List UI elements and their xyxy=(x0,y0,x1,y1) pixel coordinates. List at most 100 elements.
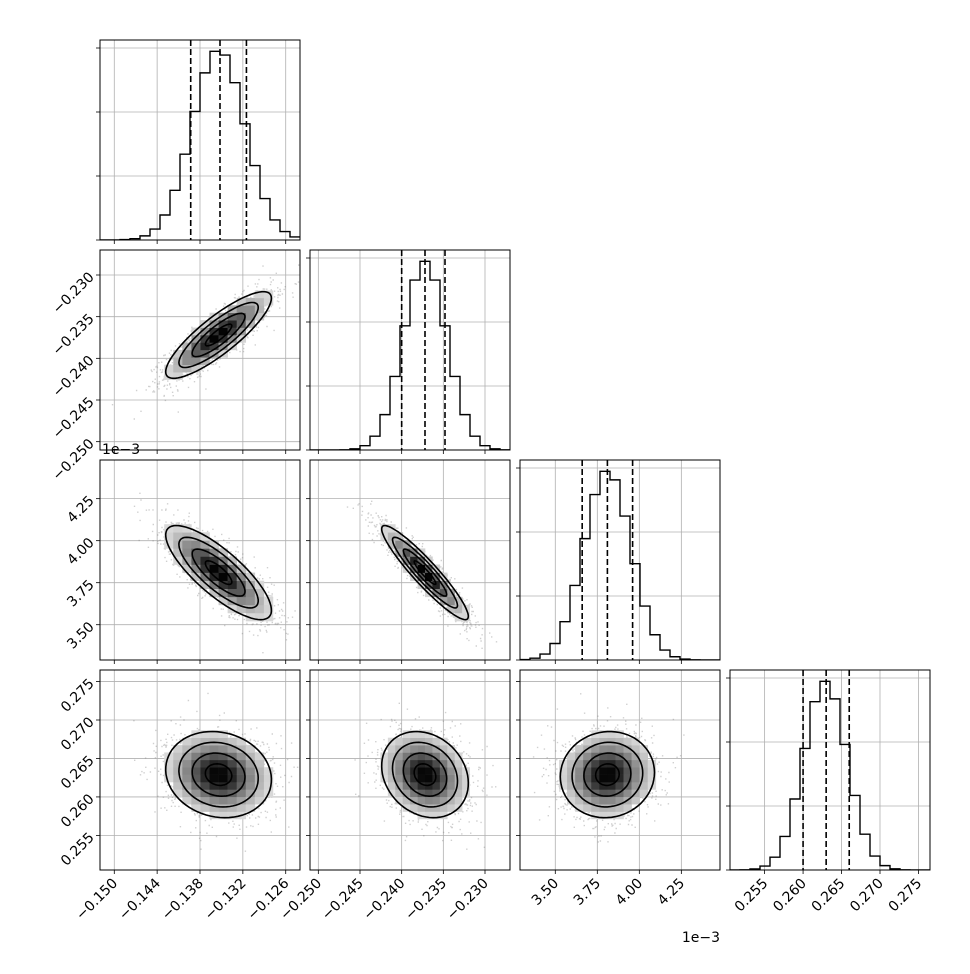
density-cell xyxy=(607,745,616,753)
density-cell xyxy=(395,789,404,798)
density-cell xyxy=(218,811,228,820)
density-cell xyxy=(191,342,201,351)
density-cell xyxy=(209,767,219,775)
density-cell xyxy=(402,540,411,549)
density-cell xyxy=(218,335,228,343)
density-cell xyxy=(227,811,237,820)
panel-content xyxy=(310,460,510,660)
density-cell xyxy=(623,752,632,761)
contour-level-2 xyxy=(178,536,259,609)
panel-content xyxy=(100,250,300,450)
density-cell xyxy=(583,804,592,812)
density-cell xyxy=(227,796,237,805)
density-cell xyxy=(245,588,256,598)
density-cell xyxy=(623,774,632,783)
density-cell xyxy=(454,796,463,805)
density-cell xyxy=(410,548,418,557)
density-cell xyxy=(447,596,456,606)
density-cell xyxy=(454,596,463,606)
density-cell xyxy=(567,767,576,775)
density-cell xyxy=(227,767,237,775)
y-tick-label: 0.270 xyxy=(58,714,98,754)
density-cell xyxy=(191,774,201,783)
density-cell xyxy=(263,297,274,306)
density-cell xyxy=(254,604,265,614)
y-tick-label: 3.75 xyxy=(64,577,97,610)
density-cell xyxy=(173,532,183,541)
density-cell xyxy=(432,752,441,761)
panel-content xyxy=(310,250,510,450)
density-cell xyxy=(182,364,192,373)
density-cell xyxy=(591,759,600,768)
density-cell xyxy=(200,548,210,557)
density-cell xyxy=(615,745,624,753)
density-cell xyxy=(209,774,219,783)
density-cell xyxy=(387,752,396,761)
density-cell xyxy=(200,730,210,738)
density-cell xyxy=(615,774,624,783)
density-cell xyxy=(245,580,256,590)
density-cell xyxy=(218,745,228,753)
density-cell xyxy=(245,312,256,321)
density-cell xyxy=(432,580,441,590)
density-cell xyxy=(200,572,210,581)
panel-frame xyxy=(99,669,301,871)
density-cell xyxy=(236,596,247,606)
y-tick-label: 4.25 xyxy=(64,493,97,526)
density-cell xyxy=(209,556,219,565)
y-tick-label: −0.235 xyxy=(50,311,98,359)
y-tick-label: 3.50 xyxy=(64,619,97,652)
density-cell xyxy=(227,752,237,761)
density-cell xyxy=(454,789,463,798)
histogram-step-1 xyxy=(310,260,510,450)
density-cell xyxy=(615,804,624,812)
density-cell xyxy=(454,752,463,761)
density-cell xyxy=(236,297,247,306)
density-cell xyxy=(395,745,404,753)
density-cell xyxy=(575,774,584,783)
density-cell xyxy=(410,730,418,738)
density-cell xyxy=(227,759,237,768)
density-cell xyxy=(209,745,219,753)
density-cell xyxy=(200,782,210,790)
density-cell xyxy=(182,759,192,768)
density-cell xyxy=(599,737,608,746)
density-cell xyxy=(591,737,600,746)
density-cell xyxy=(227,342,237,351)
density-cell xyxy=(387,532,396,541)
density-cell xyxy=(647,774,657,783)
density-cell xyxy=(402,737,411,746)
density-cell xyxy=(439,745,448,753)
density-cell xyxy=(639,782,649,790)
density-cell xyxy=(607,737,616,746)
density-cell xyxy=(591,767,600,775)
density-cell xyxy=(623,804,632,812)
density-cell xyxy=(447,782,456,790)
density-cell xyxy=(417,564,426,573)
density-cell xyxy=(173,752,183,761)
histogram-step-3 xyxy=(730,680,930,870)
density-cell xyxy=(583,737,592,746)
y-offset-label: 1e−3 xyxy=(102,442,140,458)
density-cell xyxy=(182,357,192,366)
density-cell xyxy=(218,588,228,598)
density-cell xyxy=(387,767,396,775)
density-cell xyxy=(380,524,389,533)
density-cell xyxy=(182,796,192,805)
density-cell xyxy=(402,796,411,805)
density-cell xyxy=(439,796,448,805)
density-cell xyxy=(227,782,237,790)
density-cell xyxy=(439,580,448,590)
density-cell xyxy=(254,312,265,321)
density-cell xyxy=(599,774,608,783)
y-tick-label: 0.265 xyxy=(58,753,98,793)
density-cell xyxy=(417,737,426,746)
panel-frame xyxy=(99,249,301,451)
x-tick-label: 0.270 xyxy=(847,876,887,916)
density-cell xyxy=(631,737,640,746)
density-cell xyxy=(236,796,247,805)
contour-level-2 xyxy=(391,536,459,609)
density-cell xyxy=(236,312,247,321)
density-cell xyxy=(432,737,441,746)
density-cell xyxy=(200,540,210,549)
